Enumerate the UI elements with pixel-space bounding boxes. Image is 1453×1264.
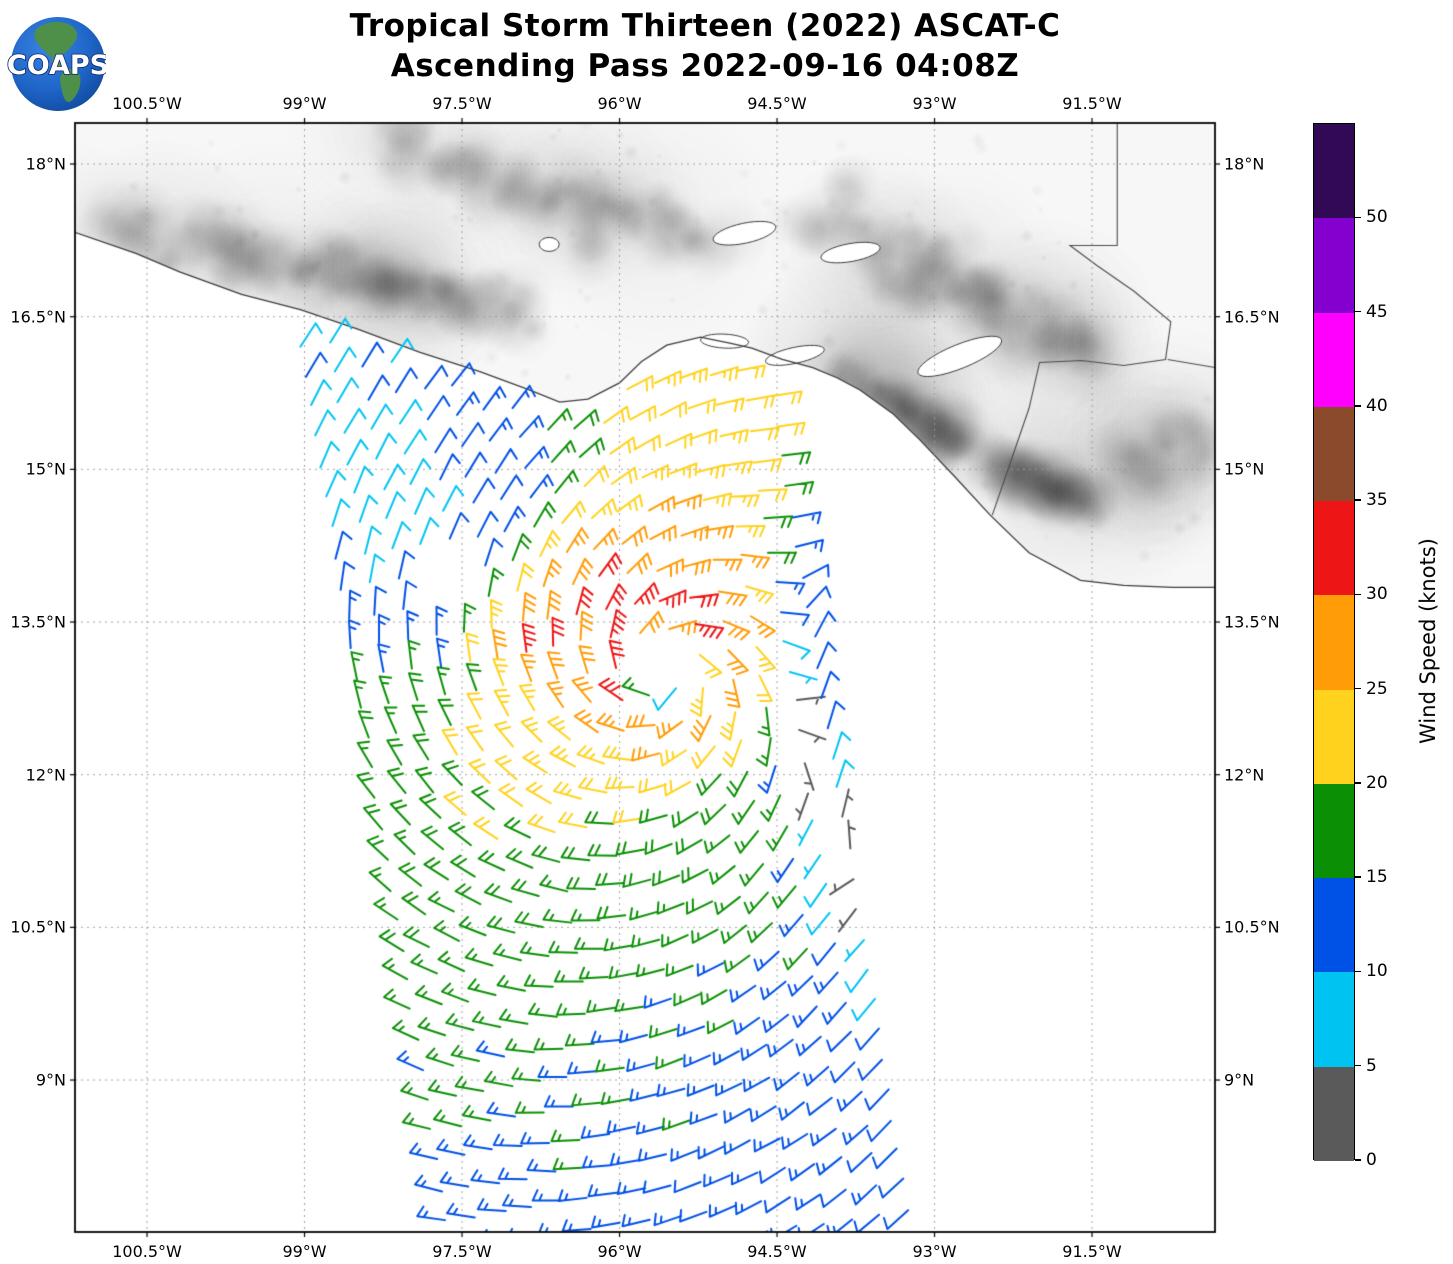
x-tick-label-top: 91.5°W xyxy=(1062,94,1122,113)
colorbar-segment xyxy=(1314,595,1354,690)
colorbar-segment xyxy=(1314,878,1354,973)
x-tick-label-top: 93°W xyxy=(912,94,957,113)
colorbar-tick-label: 25 xyxy=(1366,678,1388,699)
y-tick-label-right: 10.5°N xyxy=(1224,917,1280,937)
colorbar-segment xyxy=(1314,312,1354,407)
colorbar-segment xyxy=(1314,501,1354,596)
colorbar-tick xyxy=(1355,876,1361,878)
colorbar-tick xyxy=(1355,970,1361,973)
logo-north-america xyxy=(34,21,77,58)
colorbar-tick-label: 35 xyxy=(1366,490,1388,511)
x-tick-label-top: 96°W xyxy=(597,94,642,113)
colorbar-segment xyxy=(1314,689,1354,784)
x-tick-label-bottom: 93°W xyxy=(912,1242,957,1261)
colorbar-tick xyxy=(1355,310,1361,313)
colorbar-tick xyxy=(1355,405,1361,407)
colorbar-segment xyxy=(1314,406,1354,502)
colorbar-tick-label: 15 xyxy=(1366,867,1388,888)
colorbar-tick xyxy=(1355,1159,1361,1161)
x-tick-label-top: 94.5°W xyxy=(747,94,807,113)
colorbar-tick xyxy=(1355,499,1361,501)
y-tick-label-left: 18°N xyxy=(25,154,66,174)
y-tick-label-right: 12°N xyxy=(1224,765,1265,785)
x-tick-label-bottom: 99°W xyxy=(282,1242,327,1261)
y-tick-label-right: 9°N xyxy=(1224,1070,1255,1090)
x-tick-label-bottom: 100.5°W xyxy=(112,1242,182,1261)
colorbar-tick xyxy=(1355,687,1361,690)
y-tick-label-right: 18°N xyxy=(1224,154,1265,174)
colorbar-tick xyxy=(1355,1065,1361,1067)
y-tick-label-left: 15°N xyxy=(25,459,66,479)
colorbar-tick xyxy=(1355,216,1361,218)
y-tick-label-right: 13.5°N xyxy=(1224,612,1280,632)
colorbar-segment xyxy=(1314,972,1354,1067)
colorbar-segment xyxy=(1314,783,1354,879)
y-tick-label-left: 9°N xyxy=(35,1070,66,1090)
coaps-logo: COAPS xyxy=(6,17,106,111)
logo-central-america xyxy=(52,57,64,67)
colorbar xyxy=(1313,123,1355,1161)
y-tick-label-right: 16.5°N xyxy=(1224,307,1280,327)
colorbar-tick-label: 30 xyxy=(1366,584,1388,605)
colorbar-tick-label: 5 xyxy=(1366,1055,1377,1076)
colorbar-tick-label: 40 xyxy=(1366,395,1388,416)
y-tick-label-left: 16.5°N xyxy=(10,307,66,327)
colorbar-tick-label: 0 xyxy=(1366,1150,1377,1170)
x-tick-label-bottom: 94.5°W xyxy=(747,1242,807,1261)
x-tick-label-top: 97.5°W xyxy=(432,94,492,113)
colorbar-tick xyxy=(1355,782,1361,784)
logo-south-america xyxy=(60,68,81,102)
y-tick-label-left: 13.5°N xyxy=(10,612,66,632)
logo-text: COAPS xyxy=(7,50,106,81)
colorbar-title: Wind Speed (knots) xyxy=(1416,538,1440,744)
colorbar-segment xyxy=(1314,218,1354,313)
colorbar-tick-label: 20 xyxy=(1366,772,1388,793)
x-tick-label-bottom: 97.5°W xyxy=(432,1242,492,1261)
y-tick-label-left: 10.5°N xyxy=(10,917,66,937)
colorbar-tick-label: 45 xyxy=(1366,301,1388,322)
colorbar-tick-label: 10 xyxy=(1366,961,1388,982)
x-tick-label-bottom: 91.5°W xyxy=(1062,1242,1122,1261)
x-tick-label-top: 100.5°W xyxy=(112,94,182,113)
colorbar-segment xyxy=(1314,1066,1354,1161)
colorbar-tick xyxy=(1355,593,1361,596)
y-tick-label-right: 15°N xyxy=(1224,459,1265,479)
y-tick-label-left: 12°N xyxy=(25,765,66,785)
colorbar-segment xyxy=(1314,124,1354,219)
x-tick-label-bottom: 96°W xyxy=(597,1242,642,1261)
x-tick-label-top: 99°W xyxy=(282,94,327,113)
colorbar-tick-label: 50 xyxy=(1366,207,1388,228)
